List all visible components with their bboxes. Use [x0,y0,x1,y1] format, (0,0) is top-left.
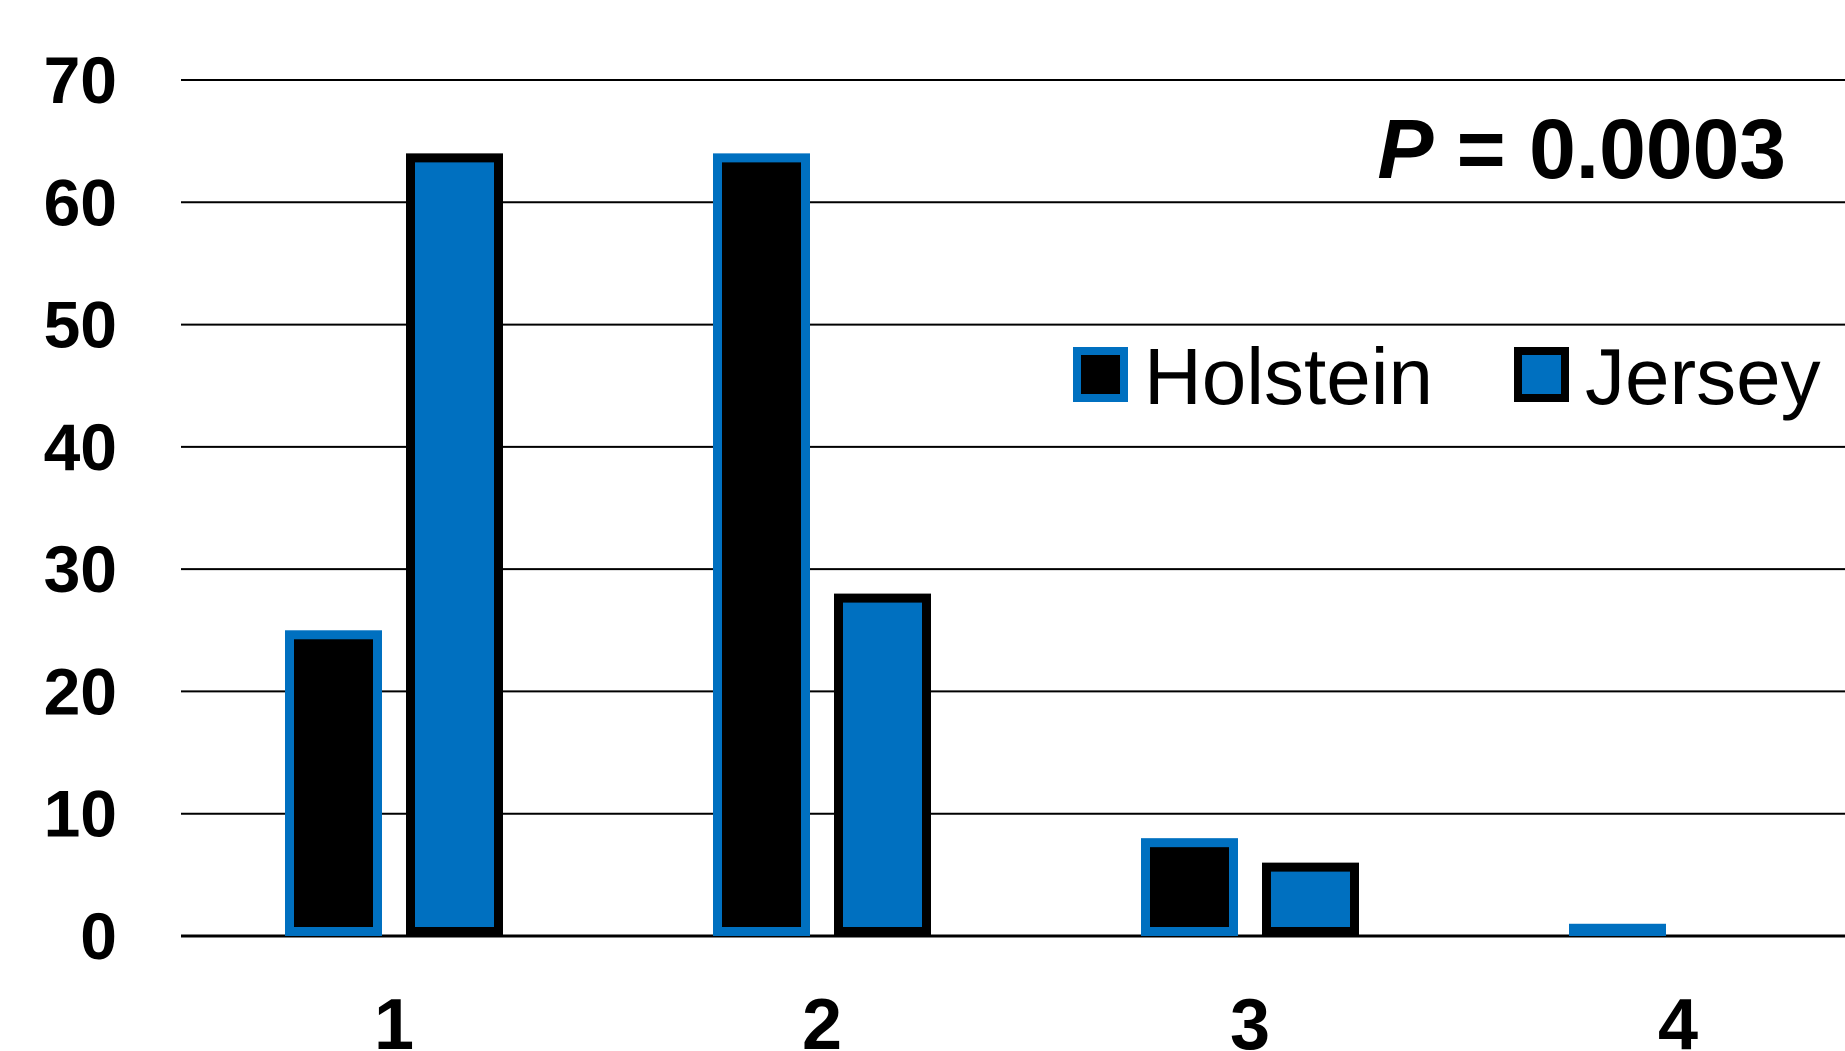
y-tick-label: 0 [80,899,117,973]
y-tick-label: 30 [44,532,117,606]
bars [285,153,1666,937]
p-value-text: = 0.0003 [1433,102,1786,196]
x-tick-label: 3 [1230,985,1270,1051]
legend-label-holstein: Holstein [1144,332,1433,421]
p-value-annotation: P = 0.0003 [1377,102,1786,196]
bar-jersey-3 [1262,862,1359,937]
y-tick-label: 20 [44,654,117,728]
x-tick-label: 2 [802,985,842,1051]
y-tick-label: 40 [44,410,117,484]
bar-holstein-2 [713,153,810,937]
legend-label-jersey: Jersey [1585,332,1821,421]
y-tick-label: 10 [44,777,117,851]
legend: Holstein Jersey [1073,332,1821,421]
p-value-symbol: P [1377,102,1434,196]
y-tick-label: 60 [44,165,117,239]
legend-swatch-jersey [1514,347,1569,402]
y-axis-ticks: 0 10 20 30 40 50 60 70 [44,43,117,973]
bar-holstein-4 [1569,923,1666,936]
bar-jersey-1 [406,153,503,937]
bar-jersey-2 [834,593,931,936]
y-tick-label: 70 [44,43,117,117]
y-tick-label: 50 [44,288,117,362]
bar-holstein-3 [1141,838,1238,937]
x-axis-labels: 1 2 3 4 [374,985,1698,1051]
bar-holstein-1 [285,630,382,936]
x-tick-label: 4 [1658,985,1698,1051]
legend-swatch-holstein [1073,347,1128,402]
x-tick-label: 1 [374,985,414,1051]
